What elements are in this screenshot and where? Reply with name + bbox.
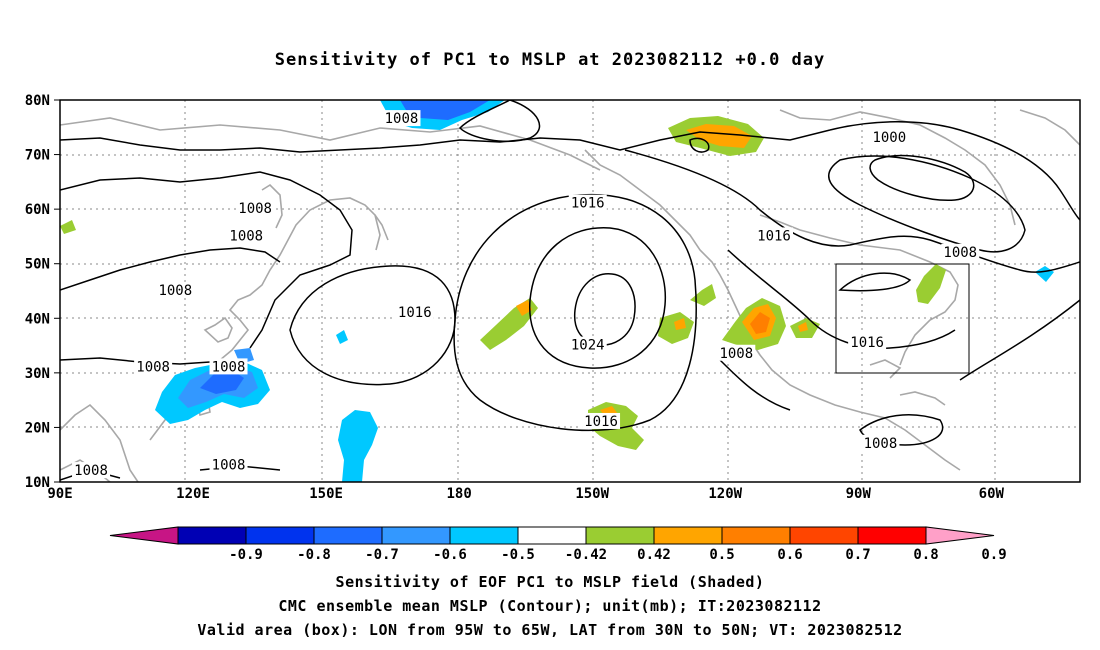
contour-label-background [568, 336, 607, 353]
colorbar-segment [449, 526, 519, 545]
contour-label-background [227, 227, 266, 244]
contour-label-background [861, 434, 900, 451]
positive-shading-north-america [60, 220, 946, 350]
colorbar-label: 0.8 [913, 547, 938, 563]
contour-label: 1016 [571, 196, 605, 212]
colorbar-label: -0.7 [365, 547, 399, 563]
colorbar-segment [585, 526, 655, 545]
contour-label-background [395, 303, 434, 320]
lat-label: 40N [25, 311, 50, 327]
shaded-sensitivity [60, 100, 1054, 482]
map-frame [59, 99, 1081, 483]
contour-label-background [382, 110, 421, 127]
colorbar-label: -0.9 [229, 547, 263, 563]
colorbar-label: 0.5 [709, 547, 734, 563]
negative-shading-philippine-sea [155, 330, 348, 424]
lat-label: 60N [25, 202, 50, 218]
contour-label-background [870, 129, 909, 146]
contour-label-background [848, 333, 887, 350]
colorbar-segment [245, 526, 315, 545]
colorbar-segment [313, 526, 383, 545]
colorbar-label: 0.9 [981, 547, 1006, 563]
contour-label: 1008 [719, 346, 753, 362]
contour-label: 1008 [74, 463, 108, 479]
contour-label-background [755, 227, 793, 244]
lon-label: 60W [979, 486, 1005, 502]
caption-line-1: Sensitivity of EOF PC1 to MSLP field (Sh… [335, 573, 765, 591]
colorbar-segment [517, 526, 587, 545]
lon-label: 150W [575, 486, 609, 502]
colorbar-label: -0.42 [565, 547, 607, 563]
lon-label: 90W [846, 486, 872, 502]
contour-label-background [568, 194, 607, 211]
contour-label-background [209, 456, 248, 473]
lat-label: 70N [25, 148, 50, 164]
contour-label: 1008 [229, 228, 263, 244]
contour-label-background [941, 243, 980, 260]
colorbar-label: 0.7 [845, 547, 870, 563]
colorbar-segment [857, 526, 927, 545]
contour-label: 1024 [571, 338, 605, 354]
contour-label: 1008 [864, 436, 898, 452]
lat-label: 80N [25, 93, 50, 109]
valid-area-box [835, 263, 970, 374]
contour-label-background [717, 344, 756, 361]
mslp-contours [60, 100, 1080, 481]
colorbar-segment [177, 526, 247, 545]
lat-label: 10N [25, 475, 50, 491]
colorbar-label: -0.8 [297, 547, 331, 563]
contour-label: 1008 [136, 359, 170, 375]
colorbar-right-arrow [925, 526, 995, 545]
contour-label: 1016 [584, 414, 618, 430]
lon-label: 90E [47, 486, 72, 502]
contour-label: 1008 [158, 283, 192, 299]
contour-label-background [72, 462, 111, 479]
contour-label: 1008 [212, 458, 246, 474]
colorbar-left-arrow [109, 526, 179, 545]
lat-label: 30N [25, 366, 50, 382]
lon-label: 120E [176, 486, 210, 502]
contour-label: 1016 [757, 228, 791, 244]
caption-line-2: CMC ensemble mean MSLP (Contour); unit(m… [278, 597, 822, 615]
contour-label-background [134, 358, 173, 375]
colorbar-segment [789, 526, 859, 545]
colorbar: -0.9 -0.8 -0.7 -0.6 -0.5 -0.42 0.42 0.5 0.6 0.7 0.… [109, 526, 1007, 563]
caption-line-3: Valid area (box): LON from 95W to 65W, L… [197, 621, 903, 639]
map-background [60, 100, 1080, 482]
lon-label: 120W [708, 486, 742, 502]
contour-label: 1000 [872, 130, 906, 146]
colorbar-segment [721, 526, 791, 545]
colorbar-segment [381, 526, 451, 545]
contour-label-background [236, 200, 275, 217]
lon-label: 150E [309, 486, 343, 502]
contour-label: 1008 [238, 201, 272, 217]
latitude-labels: 80N 70N 60N 50N 40N 30N 20N 10N [25, 93, 60, 491]
chart-title: Sensitivity of PC1 to MSLP at 2023082112… [274, 50, 826, 70]
lat-label: 20N [25, 420, 50, 436]
contour-label-background [209, 358, 248, 375]
contour-label: 1008 [212, 359, 246, 375]
contour-label-background [582, 412, 621, 429]
contour-label: 1016 [398, 305, 432, 321]
lon-label: 180 [446, 486, 471, 502]
colorbar-label: 0.6 [777, 547, 802, 563]
colorbar-label: -0.5 [501, 547, 535, 563]
contour-label: 1016 [850, 335, 884, 351]
contour-label: 1008 [943, 245, 977, 261]
colorbar-segment [653, 526, 723, 545]
lat-label: 50N [25, 257, 50, 273]
contour-label-background [156, 282, 195, 298]
colorbar-label: 0.42 [637, 547, 671, 563]
longitude-labels: 90E 120E 150E 180 150W 120W 90W 60W [47, 486, 1004, 502]
contour-label: 1008 [385, 111, 419, 127]
colorbar-label: -0.6 [433, 547, 467, 563]
contour-labels: 1008 1000 1008 1008 1016 1016 1008 1008 1016 1024… [72, 110, 980, 479]
